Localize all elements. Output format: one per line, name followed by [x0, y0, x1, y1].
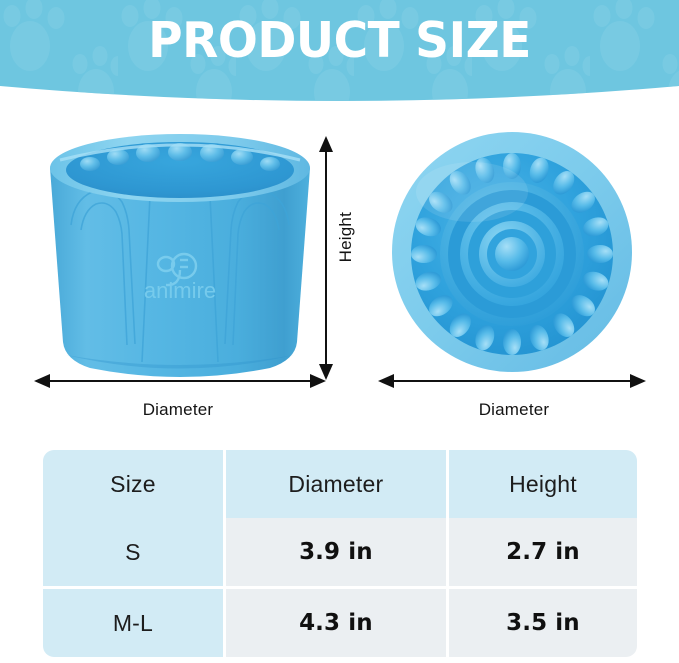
cell-height-ml: 3.5 in: [448, 589, 637, 657]
cell-diameter-ml: 4.3 in: [225, 589, 449, 657]
cell-size-s: S: [43, 518, 226, 589]
size-table: Size Diameter Height S 3.9 in 2.7 in M-L…: [43, 450, 637, 657]
header-banner: PRODUCT SIZE: [0, 0, 679, 112]
cell-size-ml: M-L: [43, 589, 226, 657]
table-row: M-L 4.3 in 3.5 in: [43, 589, 637, 657]
cell-height-s: 2.7 in: [448, 518, 637, 589]
table-header-row: Size Diameter Height: [43, 450, 637, 518]
cell-diameter-s: 3.9 in: [225, 518, 449, 589]
svg-text:animire: animire: [144, 278, 216, 303]
diameter-dimension-arrow-left: [34, 374, 326, 388]
page-title: PRODUCT SIZE: [148, 12, 531, 69]
diameter-dimension-arrow-right: [378, 374, 646, 388]
diameter-label-left: Diameter: [142, 400, 214, 419]
height-dimension-arrow: [319, 136, 333, 380]
brand-logo: animire: [144, 252, 216, 303]
bowl-top-view-image: [392, 132, 632, 372]
height-label: Height: [336, 212, 355, 263]
diameter-label-right: Diameter: [478, 400, 550, 419]
header-background: [0, 0, 679, 101]
table-row: S 3.9 in 2.7 in: [43, 518, 637, 589]
column-header-height: Height: [448, 450, 637, 518]
column-header-size: Size: [43, 450, 226, 518]
product-top-view-panel: Diameter: [368, 112, 668, 432]
product-views: animire Height Diameter: [0, 112, 679, 432]
bowl-side-view-image: animire: [50, 134, 310, 377]
product-side-view-panel: animire Height Diameter: [18, 112, 355, 432]
column-header-diameter: Diameter: [225, 450, 449, 518]
